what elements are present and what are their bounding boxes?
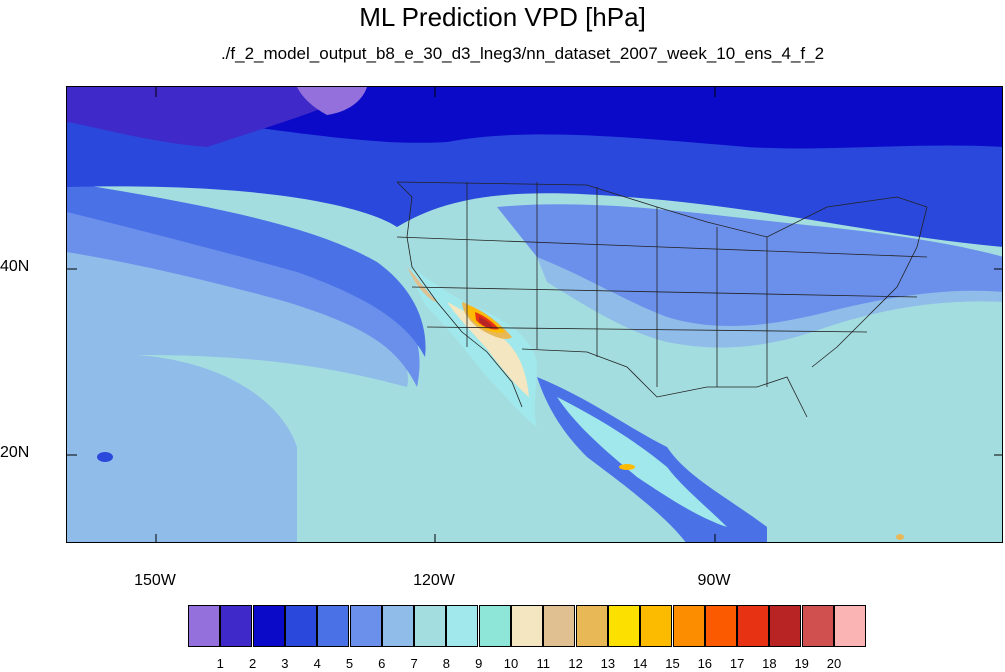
axis-ticks [67, 87, 1002, 542]
map-subtitle: ./f_2_model_output_b8_e_30_d3_lneg3/nn_d… [220, 44, 825, 63]
lon-label-150w: 150W [134, 572, 176, 589]
field-band-8 [307, 440, 537, 507]
colorbar-swatch [607, 605, 640, 647]
boundaries [396, 181, 928, 418]
lon-label-90w: 90W [697, 572, 731, 589]
vpd-map [66, 86, 1003, 543]
field-band-7 [67, 354, 297, 542]
colorbar-swatch [737, 605, 770, 647]
field-band-1 [297, 87, 367, 115]
map-title: ML Prediction VPD [hPa] [359, 2, 646, 32]
west-coast-line [396, 181, 523, 408]
colorbar-label: 20 [826, 656, 842, 671]
colorbar-label: 13 [600, 656, 616, 671]
colorbar-label: 17 [729, 656, 745, 671]
colorbar-swatch [672, 605, 705, 647]
mexico-spot [619, 464, 635, 470]
east-coast-line [811, 206, 928, 368]
field-band-7c [537, 257, 1002, 348]
northern-border-line [396, 181, 928, 238]
field-band-5 [67, 182, 426, 357]
lat-label-20n: 20N [0, 444, 30, 461]
state-lines [466, 182, 768, 387]
state-lines-horizontal [396, 236, 928, 333]
colorbar-label: 12 [568, 656, 583, 671]
field-band-17 [475, 312, 499, 330]
field-band-7b [67, 247, 408, 387]
colorbar-label: 15 [665, 656, 680, 671]
colorbar-label: 7 [410, 656, 418, 671]
colorbar-label: 11 [536, 656, 551, 671]
colorbar-swatch [511, 605, 543, 647]
lon-label-120w: 120W [413, 572, 455, 589]
colorbar-swatch [284, 605, 317, 647]
colorbar-swatch [414, 605, 447, 647]
colorbar-swatch [220, 605, 253, 647]
field-band-6 [67, 207, 420, 387]
colorbar-swatch [834, 605, 866, 647]
caribbean-spot [896, 534, 904, 540]
field-band-2 [67, 87, 367, 147]
colorbar-swatch [801, 605, 834, 647]
colorbar-label: 2 [248, 656, 257, 671]
colorbar-label: 10 [503, 656, 519, 671]
colorbar-swatch [188, 605, 220, 647]
gulf-coast-line [521, 348, 808, 418]
colorbar-label: 6 [378, 656, 386, 671]
colorbar-swatch [543, 605, 576, 647]
hawaii-island [97, 452, 113, 462]
colorbar-swatch [640, 605, 673, 647]
field-band-11 [447, 302, 529, 397]
colorbar-swatch [252, 605, 285, 647]
colorbar-label: 1 [216, 656, 224, 671]
colorbar-label: 9 [475, 656, 483, 671]
colorbar-swatch [349, 605, 382, 647]
colorbar-swatch [769, 605, 802, 647]
colorbar-swatch [446, 605, 479, 647]
field-band-12 [407, 267, 437, 302]
lat-label-40n: 40N [0, 258, 30, 275]
colorbar-label: 3 [281, 656, 289, 671]
colorbar-label: 19 [794, 656, 809, 671]
colorbar-swatch [317, 605, 350, 647]
colorbar-label: 5 [345, 656, 354, 671]
colorbar-swatch [478, 605, 511, 647]
colorbar-label: 4 [313, 656, 321, 671]
field-band-18 [479, 317, 493, 328]
field-band-9 [412, 267, 537, 427]
colorbar-swatch [575, 605, 608, 647]
colorbar-label: 8 [442, 656, 450, 671]
colorbar-label: 14 [632, 656, 648, 671]
colorbar-label: 16 [697, 656, 713, 671]
colorbar-swatch [381, 605, 414, 647]
colorbar-swatch [704, 605, 737, 647]
colorbar-label: 18 [762, 656, 777, 671]
vpd-field [67, 87, 1002, 542]
field-band-9b [557, 397, 727, 527]
